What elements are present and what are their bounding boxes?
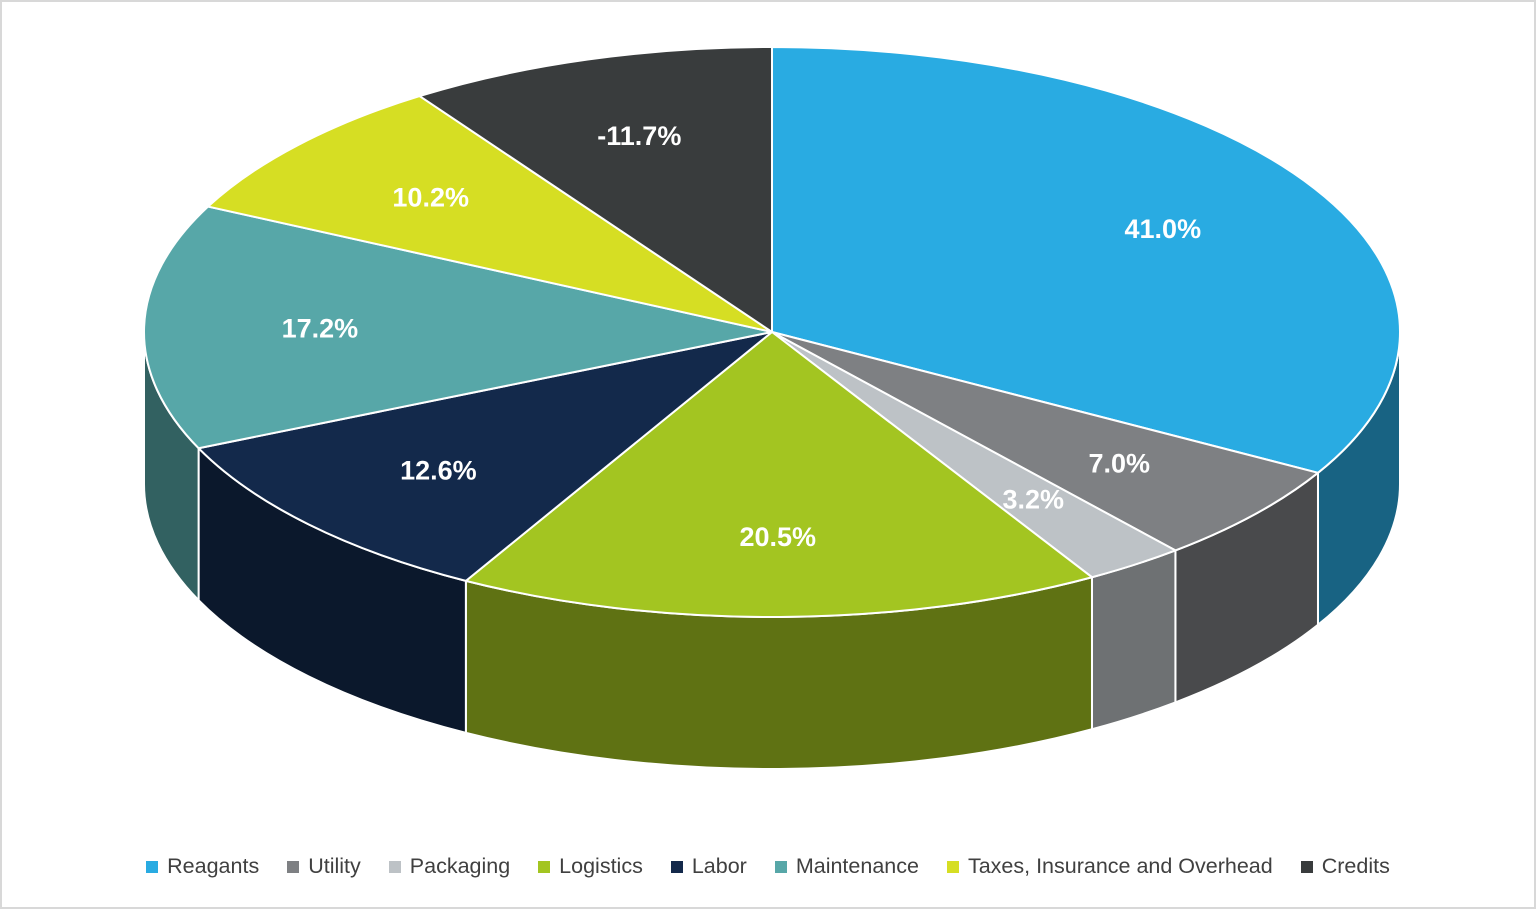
legend-item-utility: Utility bbox=[287, 854, 361, 879]
legend-item-maintenance: Maintenance bbox=[774, 854, 919, 879]
legend-swatch-packaging bbox=[388, 860, 401, 873]
legend-swatch-credits bbox=[1300, 860, 1313, 873]
legend-item-packaging: Packaging bbox=[388, 854, 511, 879]
legend-label-labor: Labor bbox=[691, 854, 747, 878]
pie-slice-credits bbox=[418, 46, 773, 333]
legend-label-reagants: Reagants bbox=[167, 854, 260, 878]
legend-item-credits: Credits bbox=[1300, 854, 1390, 879]
legend-item-logistics: Logistics bbox=[538, 854, 643, 879]
slice-label-taxes-insurance-and-overhead: 10.2% bbox=[392, 182, 469, 212]
legend-label-maintenance: Maintenance bbox=[795, 854, 919, 878]
slice-label-maintenance: 17.2% bbox=[282, 313, 359, 343]
pie-slice-reagants bbox=[771, 46, 1401, 474]
pie-slice-labor bbox=[197, 331, 773, 582]
pie-wall-packaging bbox=[1090, 549, 1177, 731]
legend-swatch-logistics bbox=[538, 860, 551, 873]
pie-slice-maintenance bbox=[143, 205, 773, 450]
legend-label-taxes-insurance-and-overhead: Taxes, Insurance and Overhead bbox=[967, 854, 1273, 878]
legend-swatch-labor bbox=[670, 860, 683, 873]
slice-label-credits: -11.7% bbox=[597, 121, 681, 151]
legend: Reagants Utility Packaging Logistics Lab… bbox=[2, 854, 1534, 879]
slice-label-reagants: 41.0% bbox=[1125, 214, 1202, 244]
legend-item-reagants: Reagants bbox=[146, 854, 259, 879]
pie-3d: 41.0% 7.0% 3.2% 20.5% 12.6% 17.2% 10.2% -11.7% bbox=[143, 46, 1401, 770]
pie-slice-taxes-insurance-and-overhead bbox=[207, 95, 773, 333]
legend-label-utility: Utility bbox=[308, 854, 361, 878]
pie-slice-logistics bbox=[464, 331, 1093, 618]
legend-item-taxes-insurance-and-overhead: Taxes, Insurance and Overhead bbox=[946, 854, 1273, 879]
legend-item-labor: Labor bbox=[670, 854, 747, 879]
slice-label-labor: 12.6% bbox=[400, 455, 477, 485]
pie-slice-utility bbox=[771, 331, 1319, 552]
legend-swatch-reagants bbox=[146, 860, 159, 873]
legend-swatch-utility bbox=[287, 860, 300, 873]
slice-label-utility: 7.0% bbox=[1089, 448, 1151, 478]
legend-label-credits: Credits bbox=[1321, 854, 1390, 878]
legend-swatch-maintenance bbox=[774, 860, 787, 873]
legend-swatch-taxes-insurance-and-overhead bbox=[946, 860, 959, 873]
slice-label-packaging: 3.2% bbox=[1003, 484, 1065, 514]
legend-label-packaging: Packaging bbox=[409, 854, 511, 878]
slice-label-logistics: 20.5% bbox=[739, 522, 816, 552]
legend-label-logistics: Logistics bbox=[559, 854, 643, 878]
